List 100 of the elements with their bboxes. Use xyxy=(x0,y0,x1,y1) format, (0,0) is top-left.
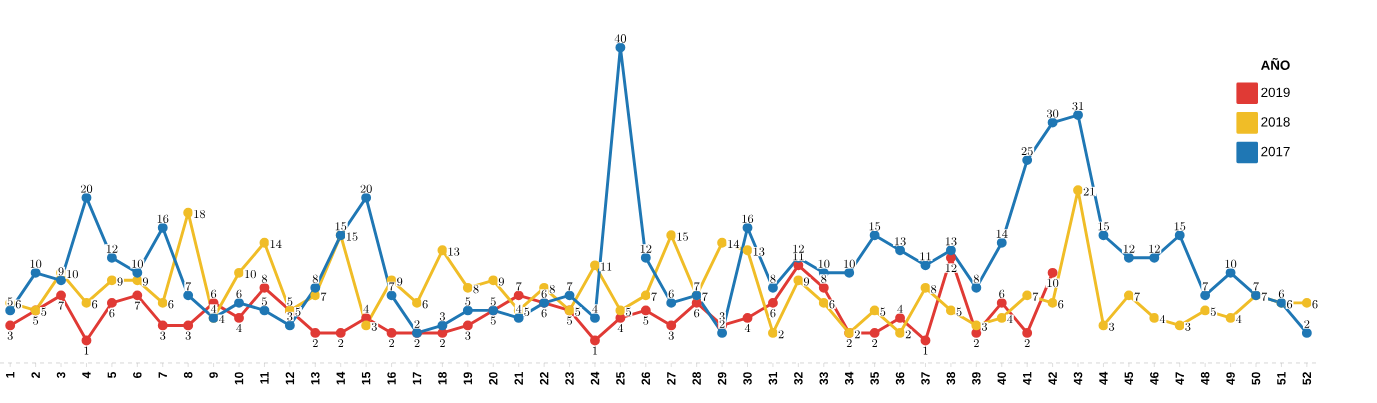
data-label: 3 xyxy=(668,331,674,340)
x-tick-label: 51 xyxy=(1277,372,1286,385)
x-tick-label: 27 xyxy=(667,372,676,385)
data-label: 13 xyxy=(895,237,906,246)
data-label: 2 xyxy=(414,319,420,328)
data-label: 5 xyxy=(524,307,530,316)
data-label: 7 xyxy=(321,292,327,301)
data-label: 6 xyxy=(694,309,700,318)
data-label: 9 xyxy=(58,267,64,276)
data-label: 10 xyxy=(245,270,256,279)
x-tick-label: 49 xyxy=(1226,372,1235,385)
data-label: 6 xyxy=(1278,289,1284,299)
data-label: 25 xyxy=(1021,147,1033,156)
data-label: 3 xyxy=(1185,322,1191,331)
data-label: 2 xyxy=(338,339,344,348)
data-label: 8 xyxy=(261,274,267,284)
legend-label: 2017 xyxy=(1261,146,1290,157)
data-label: 3 xyxy=(465,331,471,340)
data-label: 31 xyxy=(1072,101,1084,111)
data-label: 2 xyxy=(854,330,860,339)
x-tick-label: 11 xyxy=(260,372,269,384)
data-label: 11 xyxy=(920,252,931,261)
data-label: 3 xyxy=(7,331,13,340)
data-label: 10 xyxy=(1225,259,1237,269)
data-label: 7 xyxy=(185,282,192,291)
data-label: 2 xyxy=(973,339,979,348)
data-label: 11 xyxy=(601,262,612,271)
x-tick-label: 22 xyxy=(539,372,549,385)
data-label: 5 xyxy=(295,307,301,316)
data-label: 3 xyxy=(439,312,445,321)
data-label: 2 xyxy=(846,339,852,348)
x-tick-label: 52 xyxy=(1302,372,1312,385)
x-tick-label: 10 xyxy=(234,372,244,385)
data-label: 2 xyxy=(389,339,395,348)
data-label: 12 xyxy=(640,244,652,253)
x-tick-label: 14 xyxy=(336,371,345,385)
x-tick-label: 5 xyxy=(107,372,117,378)
data-label: 2 xyxy=(414,339,420,348)
data-label: 15 xyxy=(1098,222,1109,231)
x-tick-label: 4 xyxy=(82,371,91,379)
data-label: 4 xyxy=(515,304,522,313)
data-label: 7 xyxy=(1253,282,1259,291)
x-tick-label: 15 xyxy=(361,372,371,385)
data-label: 5 xyxy=(643,316,649,325)
x-tick-label: 50 xyxy=(1251,372,1261,385)
data-label: 2 xyxy=(312,339,318,348)
x-tick-label: 46 xyxy=(1150,372,1159,385)
data-label: 13 xyxy=(753,247,765,256)
data-label: 18 xyxy=(194,209,206,219)
x-tick-label: 41 xyxy=(1023,372,1032,385)
data-label: 1 xyxy=(923,346,928,355)
data-label: 6 xyxy=(422,300,428,309)
data-label: 2 xyxy=(1304,319,1310,328)
data-label: 6 xyxy=(92,300,98,309)
data-label: 5 xyxy=(567,316,572,325)
data-label: 13 xyxy=(448,247,460,256)
data-label: 5 xyxy=(956,307,962,316)
data-label: 4 xyxy=(1159,314,1166,324)
data-label: 4 xyxy=(897,304,903,313)
data-label: 40 xyxy=(614,34,627,43)
data-label: 12 xyxy=(945,263,957,272)
x-tick-label: 35 xyxy=(870,372,879,385)
data-label: 5 xyxy=(575,307,581,316)
data-label: 8 xyxy=(821,274,827,284)
x-tick-label: 47 xyxy=(1175,372,1184,385)
legend-label: 2019 xyxy=(1261,87,1290,98)
data-label: 3 xyxy=(719,312,725,321)
data-label: 13 xyxy=(945,237,957,246)
x-tick-label: 1 xyxy=(6,372,15,378)
x-tick-label: 29 xyxy=(717,372,727,385)
data-label: 14 xyxy=(996,229,1008,238)
data-label: 6 xyxy=(236,289,242,299)
data-label: 15 xyxy=(869,222,881,231)
data-label: 8 xyxy=(312,274,318,284)
data-label: 3 xyxy=(1109,322,1115,331)
data-label: 7 xyxy=(567,282,573,291)
x-tick-label: 20 xyxy=(489,372,498,385)
data-label: 3 xyxy=(287,312,293,321)
x-tick-label: 3 xyxy=(56,372,66,379)
data-label: 7 xyxy=(694,282,700,291)
data-label: 5 xyxy=(626,307,631,316)
x-tick-label: 26 xyxy=(641,372,651,385)
data-label: 12 xyxy=(106,244,118,253)
x-tick-label: 6 xyxy=(133,372,142,378)
data-label: 16 xyxy=(157,214,169,223)
x-tick-label: 37 xyxy=(921,372,930,385)
data-label: 9 xyxy=(397,277,403,286)
data-label: 4 xyxy=(1007,314,1013,324)
data-label: 6 xyxy=(1312,300,1318,309)
data-label: 5 xyxy=(490,297,496,306)
data-label: 8 xyxy=(473,285,479,294)
data-label: 6 xyxy=(770,309,776,318)
data-label: 8 xyxy=(549,285,555,294)
data-label: 7 xyxy=(516,282,522,291)
data-label: 12 xyxy=(1123,244,1135,253)
data-label: 5 xyxy=(261,297,267,306)
x-tick-label: 31 xyxy=(768,372,778,385)
data-label: 9 xyxy=(117,277,123,286)
data-label: 5 xyxy=(490,316,496,325)
x-tick-label: 21 xyxy=(514,372,523,385)
